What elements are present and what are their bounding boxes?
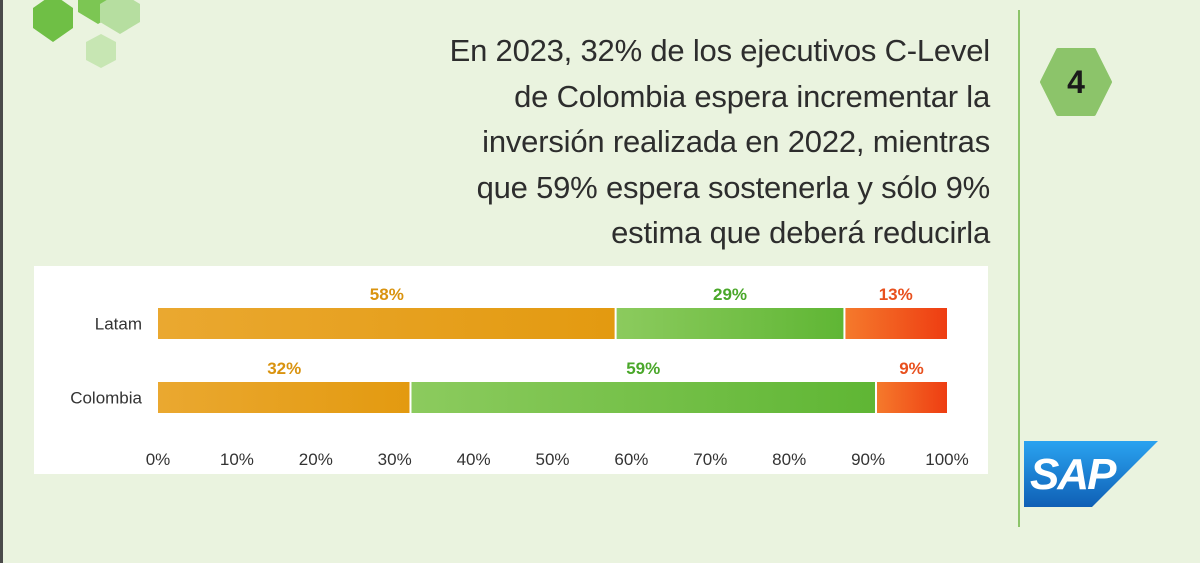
- headline-line-5: estima que deberá reducirla: [611, 215, 990, 250]
- x-tick-label: 30%: [378, 450, 412, 469]
- segment-separator-colombia-1: [874, 382, 877, 413]
- bar-colombia-green: [410, 382, 876, 413]
- left-edge-border: [0, 0, 3, 563]
- data-label-latam-green: 29%: [713, 285, 747, 304]
- x-tick-label: 70%: [693, 450, 727, 469]
- data-label-latam-red: 13%: [879, 285, 913, 304]
- sap-logo-text: SAP: [1030, 450, 1117, 499]
- data-label-colombia-green: 59%: [626, 359, 660, 378]
- decorative-hexagons: [33, 0, 140, 68]
- x-tick-label: 0%: [146, 450, 171, 469]
- hexagon-dark: [33, 0, 73, 42]
- x-tick-label: 80%: [772, 450, 806, 469]
- x-tick-label: 100%: [925, 450, 968, 469]
- segment-separator-latam-0: [614, 308, 617, 339]
- badge-hexagon-icon: [1040, 48, 1112, 116]
- hexagon-light-top: [100, 0, 140, 34]
- bar-latam-green: [615, 308, 845, 339]
- x-tick-label: 20%: [299, 450, 333, 469]
- category-label-latam: Latam: [95, 315, 142, 334]
- bar-latam-red: [844, 308, 947, 339]
- stacked-bar-chart: Latam 58% 29% 13% Colombia 32% 59% 9% 0% 10% 20% 30…: [70, 285, 969, 469]
- bar-latam-orange: [158, 308, 616, 339]
- vertical-divider: [1018, 10, 1020, 527]
- x-tick-label: 90%: [851, 450, 885, 469]
- sap-logo: SAP: [1024, 441, 1158, 507]
- hexagon-light-bottom: [86, 34, 116, 68]
- category-label-colombia: Colombia: [70, 389, 142, 408]
- x-tick-label: 10%: [220, 450, 254, 469]
- x-tick-label: 50%: [535, 450, 569, 469]
- headline-line-2: de Colombia espera incrementar la: [514, 78, 990, 114]
- headline: En 2023, 32% de los ejecutivos C-Level d…: [350, 28, 991, 256]
- badge-number: 4: [1067, 64, 1085, 100]
- headline-line-3: inversión realizada en 2022, mientras: [482, 124, 990, 159]
- x-tick-label: 60%: [614, 450, 648, 469]
- bar-colombia-orange: [158, 382, 411, 413]
- headline-line-1: En 2023, 32% de los ejecutivos C-Level: [449, 33, 991, 68]
- segment-separator-colombia-0: [409, 382, 412, 413]
- data-label-colombia-orange: 32%: [267, 359, 301, 378]
- data-label-latam-orange: 58%: [370, 285, 404, 304]
- bar-colombia-red: [875, 382, 947, 413]
- x-tick-label: 40%: [457, 450, 491, 469]
- chart-panel: Latam 58% 29% 13% Colombia 32% 59% 9% 0% 10% 20% 30…: [34, 266, 988, 474]
- segment-separator-latam-1: [843, 308, 846, 339]
- headline-line-4: que 59% espera sostenerla y sólo 9%: [476, 169, 991, 205]
- data-label-colombia-red: 9%: [899, 359, 924, 378]
